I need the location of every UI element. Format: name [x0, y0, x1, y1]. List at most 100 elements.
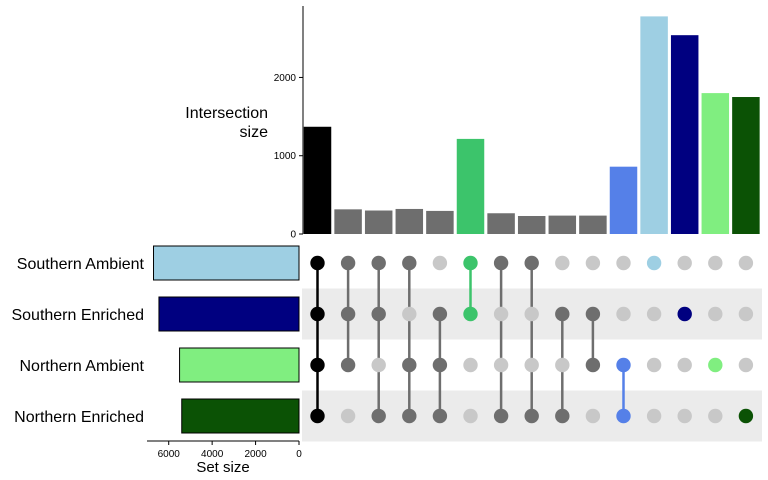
- membership-dot-inactive: [371, 357, 386, 373]
- set-size-axis-tick-label: 0: [296, 449, 302, 460]
- membership-dot-inactive: [646, 306, 662, 322]
- set-label: Southern Ambient: [17, 256, 145, 273]
- intersection-bar: [517, 215, 546, 234]
- intersection-bar: [487, 213, 515, 234]
- membership-dot-inactive: [677, 357, 692, 373]
- membership-dot-inactive: [646, 357, 662, 373]
- membership-dot-inactive: [708, 408, 723, 424]
- membership-dot-inactive: [585, 255, 601, 271]
- membership-dot-active: [371, 306, 386, 322]
- membership-dot-inactive: [524, 306, 539, 322]
- membership-dot-active: [646, 255, 662, 271]
- membership-dot-active: [585, 357, 601, 373]
- intersection-bar: [456, 138, 485, 234]
- membership-dot-inactive: [738, 357, 754, 373]
- membership-dot-inactive: [616, 255, 631, 271]
- intersection-size-axis: 0 1000 2000: [274, 6, 304, 241]
- membership-dot-active: [340, 255, 356, 271]
- set-size-axis: 6000 4000 2000 0: [147, 440, 302, 460]
- intersection-bar: [426, 210, 454, 234]
- membership-dot-active: [402, 408, 417, 424]
- membership-dot-inactive: [340, 408, 356, 424]
- membership-dot-active: [585, 306, 601, 322]
- intersection-bar: [395, 208, 424, 234]
- intersection-bars: [303, 16, 760, 235]
- intersection-axis-tick-label: 2000: [274, 73, 297, 84]
- membership-dot-inactive: [555, 255, 570, 271]
- membership-dot-inactive: [708, 306, 723, 322]
- intersection-bar: [640, 16, 668, 235]
- membership-dot-active: [432, 357, 448, 373]
- membership-dot-inactive: [463, 357, 478, 373]
- intersection-bar: [701, 93, 730, 234]
- intersection-bar: [579, 215, 607, 234]
- set-label: Northern Ambient: [19, 358, 144, 375]
- membership-dot-inactive: [493, 306, 509, 322]
- membership-dot-inactive: [585, 408, 601, 424]
- set-size-bar: [179, 347, 300, 383]
- set-size-bar: [158, 296, 300, 332]
- membership-dot-active: [463, 255, 478, 271]
- membership-dot-inactive: [738, 255, 754, 271]
- membership-dot-inactive: [677, 255, 692, 271]
- membership-dot-active: [340, 306, 356, 322]
- intersection-bar: [334, 209, 362, 234]
- intersection-axis-label-line-2: size: [240, 124, 269, 141]
- membership-dot-active: [524, 255, 539, 271]
- membership-matrix: [310, 255, 754, 424]
- membership-dot-active: [493, 408, 509, 424]
- membership-dot-active: [310, 306, 325, 322]
- membership-dot-active: [432, 306, 448, 322]
- membership-dot-active: [616, 408, 631, 424]
- membership-dot-active: [738, 408, 754, 424]
- membership-dot-active: [524, 408, 539, 424]
- membership-dot-active: [310, 255, 325, 271]
- intersection-bar: [732, 97, 760, 234]
- membership-dot-active: [616, 357, 631, 373]
- membership-dot-inactive: [677, 408, 692, 424]
- membership-dot-active: [340, 357, 356, 373]
- intersection-bar: [609, 166, 638, 234]
- membership-dot-active: [555, 408, 570, 424]
- set-size-axis-label: Set size: [196, 459, 249, 476]
- membership-dot-inactive: [555, 357, 570, 373]
- set-size-axis-tick-label: 4000: [201, 449, 224, 460]
- membership-dot-active: [402, 357, 417, 373]
- set-label: Southern Enriched: [11, 307, 144, 324]
- membership-dot-active: [677, 306, 692, 322]
- membership-dot-inactive: [402, 306, 417, 322]
- membership-dot-inactive: [738, 306, 754, 322]
- set-size-axis-tick-label: 2000: [244, 449, 267, 460]
- membership-dot-active: [310, 408, 325, 424]
- membership-dot-inactive: [616, 306, 631, 322]
- intersection-axis-label-line-1: Intersection: [185, 105, 268, 122]
- set-size-axis-tick-label: 6000: [158, 449, 181, 460]
- membership-dot-active: [371, 255, 386, 271]
- membership-dot-active: [463, 306, 478, 322]
- membership-dot-active: [432, 408, 448, 424]
- intersection-bar: [548, 215, 577, 234]
- membership-dot-active: [493, 255, 509, 271]
- intersection-bar: [670, 35, 699, 235]
- set-size-bar: [181, 398, 300, 434]
- membership-dot-inactive: [493, 357, 509, 373]
- membership-dot-active: [555, 306, 570, 322]
- intersection-axis-tick-label: 1000: [274, 151, 297, 162]
- set-size-bar: [153, 245, 300, 281]
- membership-dot-inactive: [708, 255, 723, 271]
- membership-dot-inactive: [463, 408, 478, 424]
- intersection-axis-tick-label: 0: [290, 230, 296, 241]
- membership-dot-inactive: [432, 255, 448, 271]
- intersection-bar: [364, 210, 393, 234]
- set-labels: Southern Ambient Southern Enriched Norther…: [11, 256, 144, 426]
- membership-dot-active: [402, 255, 417, 271]
- set-size-bars: [153, 245, 300, 434]
- intersection-bar: [303, 126, 332, 234]
- membership-dot-inactive: [524, 357, 539, 373]
- membership-dot-inactive: [646, 408, 662, 424]
- membership-dot-active: [708, 357, 723, 373]
- membership-dot-active: [310, 357, 325, 373]
- membership-dot-active: [371, 408, 386, 424]
- set-label: Northern Enriched: [14, 409, 144, 426]
